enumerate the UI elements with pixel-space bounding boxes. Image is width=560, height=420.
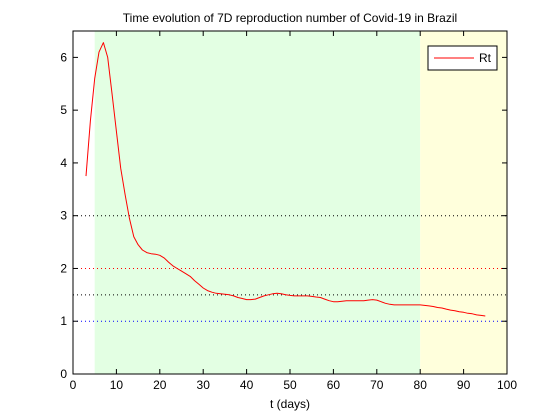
reference-lines bbox=[73, 215, 507, 322]
series-layer bbox=[85, 42, 486, 317]
x-tick-label: 10 bbox=[110, 378, 124, 392]
legend: Rt bbox=[427, 45, 498, 71]
y-tick-label: 2 bbox=[60, 261, 67, 275]
series-line bbox=[85, 42, 486, 317]
x-tick-label: 60 bbox=[327, 378, 341, 392]
x-tick-label: 70 bbox=[370, 378, 384, 392]
x-tick-label: 80 bbox=[414, 378, 428, 392]
y-tick-label: 5 bbox=[60, 103, 67, 117]
shaded-regions bbox=[94, 31, 507, 374]
tick-marks bbox=[72, 31, 508, 375]
x-tick-label: 20 bbox=[153, 378, 167, 392]
y-tick-label: 1 bbox=[60, 314, 67, 328]
x-tick-label: 100 bbox=[497, 378, 517, 392]
x-tick-label: 0 bbox=[70, 378, 77, 392]
shaded-region-1 bbox=[94, 31, 421, 374]
y-tick-label: 4 bbox=[60, 156, 67, 170]
x-axis-label: t (days) bbox=[270, 397, 310, 411]
y-tick-label: 6 bbox=[60, 50, 67, 64]
x-tick-label: 50 bbox=[283, 378, 297, 392]
y-tick-label: 0 bbox=[60, 367, 67, 381]
x-tick-label: 40 bbox=[240, 378, 254, 392]
y-tick-label: 3 bbox=[60, 209, 67, 223]
shaded-region-2 bbox=[420, 31, 507, 374]
chart-title: Time evolution of 7D reproduction number… bbox=[123, 11, 457, 25]
legend-box bbox=[427, 45, 498, 71]
legend-label: Rt bbox=[479, 51, 492, 65]
x-tick-label: 90 bbox=[457, 378, 471, 392]
x-tick-label: 30 bbox=[197, 378, 211, 392]
